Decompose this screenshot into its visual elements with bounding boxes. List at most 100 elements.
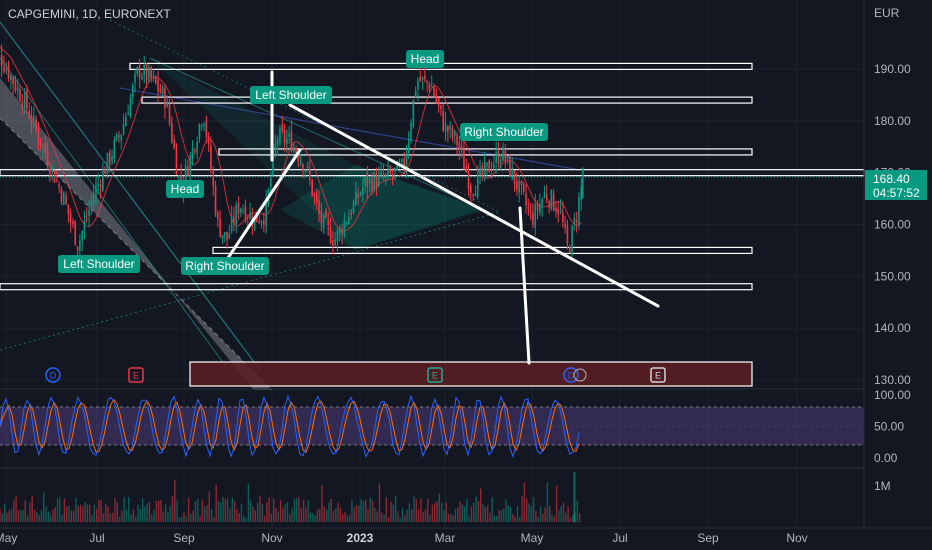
- candle-body: [401, 159, 403, 162]
- volume-bar: [319, 508, 321, 522]
- candle-body: [502, 146, 504, 161]
- candle-body: [242, 210, 244, 212]
- candle-body: [336, 230, 339, 243]
- candle-body: [74, 221, 77, 245]
- candle-body: [483, 162, 486, 175]
- candle-body: [573, 218, 576, 225]
- level-box[interactable]: [212, 246, 753, 255]
- resistance-zone[interactable]: [189, 361, 753, 387]
- level-box[interactable]: [218, 148, 753, 156]
- volume-bar: [236, 509, 238, 522]
- volume-bar: [555, 485, 558, 522]
- event-markers[interactable]: D E E D E: [45, 367, 666, 383]
- volume-bar: [344, 512, 346, 522]
- volume-bar: [440, 502, 443, 522]
- candle-body: [322, 214, 325, 228]
- candle-body: [527, 207, 530, 209]
- volume-bar: [500, 510, 503, 522]
- volume-bar: [477, 500, 480, 522]
- stochastic-k-line: [0, 394, 580, 459]
- stochastic-tick: 0.00: [874, 451, 898, 465]
- volume-bar: [427, 498, 429, 522]
- volume-bar: [247, 483, 250, 522]
- candle-body: [138, 65, 141, 78]
- candle-body: [134, 73, 136, 82]
- volume-bar: [473, 502, 475, 522]
- candle-body: [106, 153, 109, 174]
- trend-drawings[interactable]: [226, 70, 660, 365]
- candle-body: [359, 193, 362, 195]
- level-box[interactable]: [0, 283, 753, 291]
- candle-body: [559, 210, 562, 212]
- candle-body: [513, 170, 516, 184]
- volume-bar: [411, 509, 413, 522]
- candle-body: [83, 220, 86, 232]
- candle-body: [442, 110, 445, 131]
- stochastic-tick: 50.00: [874, 420, 904, 434]
- volume-bar: [330, 498, 332, 522]
- volume-bar: [516, 506, 519, 522]
- volume-bar: [1, 513, 3, 522]
- volume-bar: [176, 500, 178, 522]
- left-shoulder-label-2: Left Shoulder: [250, 86, 332, 104]
- candle-body: [5, 69, 8, 72]
- volume-bar: [293, 499, 296, 522]
- volume-bar: [114, 497, 116, 522]
- svg-text:Left Shoulder: Left Shoulder: [63, 257, 134, 271]
- candle-body: [253, 215, 256, 230]
- candle-body: [313, 194, 316, 196]
- volume-bar: [273, 498, 275, 522]
- volume-bar: [24, 500, 26, 522]
- candle-body: [562, 212, 564, 223]
- candle-body: [292, 146, 295, 152]
- candle-body: [463, 149, 465, 170]
- volume-bar: [121, 510, 123, 522]
- volume-bar: [229, 508, 231, 522]
- price-scale[interactable]: EUR 190.00180.00170.00160.00150.00140.00…: [863, 0, 927, 528]
- volume-bar: [68, 505, 70, 522]
- candle-body: [437, 98, 440, 106]
- volume-bar: [279, 499, 282, 522]
- pattern-labels[interactable]: Left Shoulder Head Right Shoulder Left S…: [58, 50, 548, 275]
- volume-bar: [190, 513, 192, 522]
- volume-bar: [86, 504, 89, 522]
- candle-body: [387, 168, 389, 175]
- candle-body: [467, 171, 470, 190]
- volume-bar: [576, 500, 578, 522]
- candle-body: [518, 180, 520, 193]
- candle-body: [490, 170, 493, 172]
- candle-body: [228, 233, 231, 239]
- volume-bar: [224, 499, 227, 522]
- volume-bar: [245, 517, 247, 522]
- volume-bar: [82, 506, 84, 522]
- volume-bar: [174, 479, 176, 522]
- candle-body: [203, 123, 205, 127]
- candle-body: [274, 143, 277, 155]
- candle-body: [341, 228, 343, 235]
- volume-bar: [562, 502, 565, 522]
- candle-body: [39, 138, 42, 147]
- candle-body: [196, 142, 198, 154]
- volume-bar: [399, 517, 401, 522]
- volume-bar: [141, 497, 144, 522]
- volume-bar: [167, 512, 169, 522]
- candle-body: [481, 165, 484, 175]
- candle-body: [281, 124, 284, 132]
- candle-body: [299, 161, 302, 165]
- candle-body: [424, 75, 426, 79]
- candle-body: [414, 91, 417, 97]
- volume-bar: [509, 507, 512, 522]
- volume-bar: [20, 510, 22, 522]
- time-axis[interactable]: May Jul Sep Nov 2023 Mar May Jul Sep Nov: [0, 531, 808, 545]
- volume-bar: [397, 510, 399, 522]
- volume-bar: [270, 513, 273, 522]
- volume-bar: [528, 503, 530, 522]
- candle-body: [166, 101, 169, 108]
- candle-body: [207, 136, 210, 144]
- volume-bar: [49, 515, 52, 522]
- volume-bar: [268, 497, 270, 522]
- volume-bar: [93, 504, 95, 522]
- volume-bar: [155, 500, 158, 522]
- candle-body: [272, 152, 274, 175]
